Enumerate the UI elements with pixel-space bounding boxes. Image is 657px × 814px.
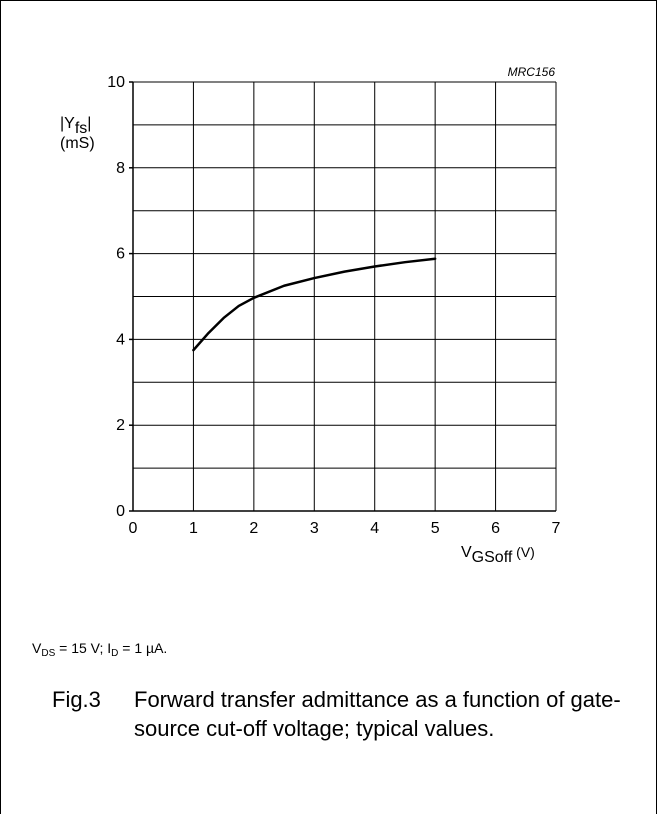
caption-label: Fig.3 (52, 687, 101, 712)
x-tick-label: 3 (310, 520, 319, 537)
y-axis-label: |Yfs| (60, 115, 91, 137)
x-axis-unit: (V) (512, 544, 535, 560)
y-tick-label: 0 (116, 503, 125, 520)
tick-labels: 0 1 2 3 4 5 6 7 0 2 4 6 8 10 (107, 74, 560, 537)
x-tick-label: 0 (129, 520, 138, 537)
x-tick-label: 2 (249, 520, 258, 537)
y-tick-label: 4 (116, 331, 125, 348)
vds-symbol: V (32, 640, 42, 656)
grid (132, 81, 557, 512)
x-axis-subscript: GSoff (472, 549, 513, 566)
x-tick-label: 1 (189, 520, 198, 537)
x-tick-label: 5 (431, 520, 440, 537)
y-tick-label: 10 (107, 74, 125, 91)
series (192, 257, 437, 352)
series-line (192, 257, 437, 352)
axes (129, 81, 556, 512)
test-conditions: VDS = 15 V; ID = 1 µA. (32, 640, 168, 659)
figure-id: MRC156 (508, 65, 556, 79)
y-axis-symbol: |Y (60, 115, 75, 132)
y-axis-unit: (mS) (60, 135, 95, 152)
x-axis-symbol: V (461, 544, 472, 561)
caption-text: Forward transfer admittance as a functio… (134, 687, 621, 741)
id-subscript: D (111, 648, 119, 659)
x-axis-label: VGSoff (V) (461, 544, 535, 566)
id-value: = 1 µA. (118, 640, 168, 656)
vds-value: = 15 V; (55, 640, 108, 656)
y-tick-label: 8 (116, 160, 125, 177)
id-symbol: I (107, 640, 112, 656)
vds-subscript: DS (41, 648, 56, 659)
y-tick-label: 2 (116, 417, 125, 434)
x-tick-label: 6 (491, 520, 500, 537)
y-axis-subscript: fs (75, 120, 87, 137)
y-axis-close: | (87, 115, 91, 132)
y-tick-label: 6 (116, 246, 125, 263)
x-tick-label: 7 (552, 520, 561, 537)
x-tick-label: 4 (370, 520, 379, 537)
